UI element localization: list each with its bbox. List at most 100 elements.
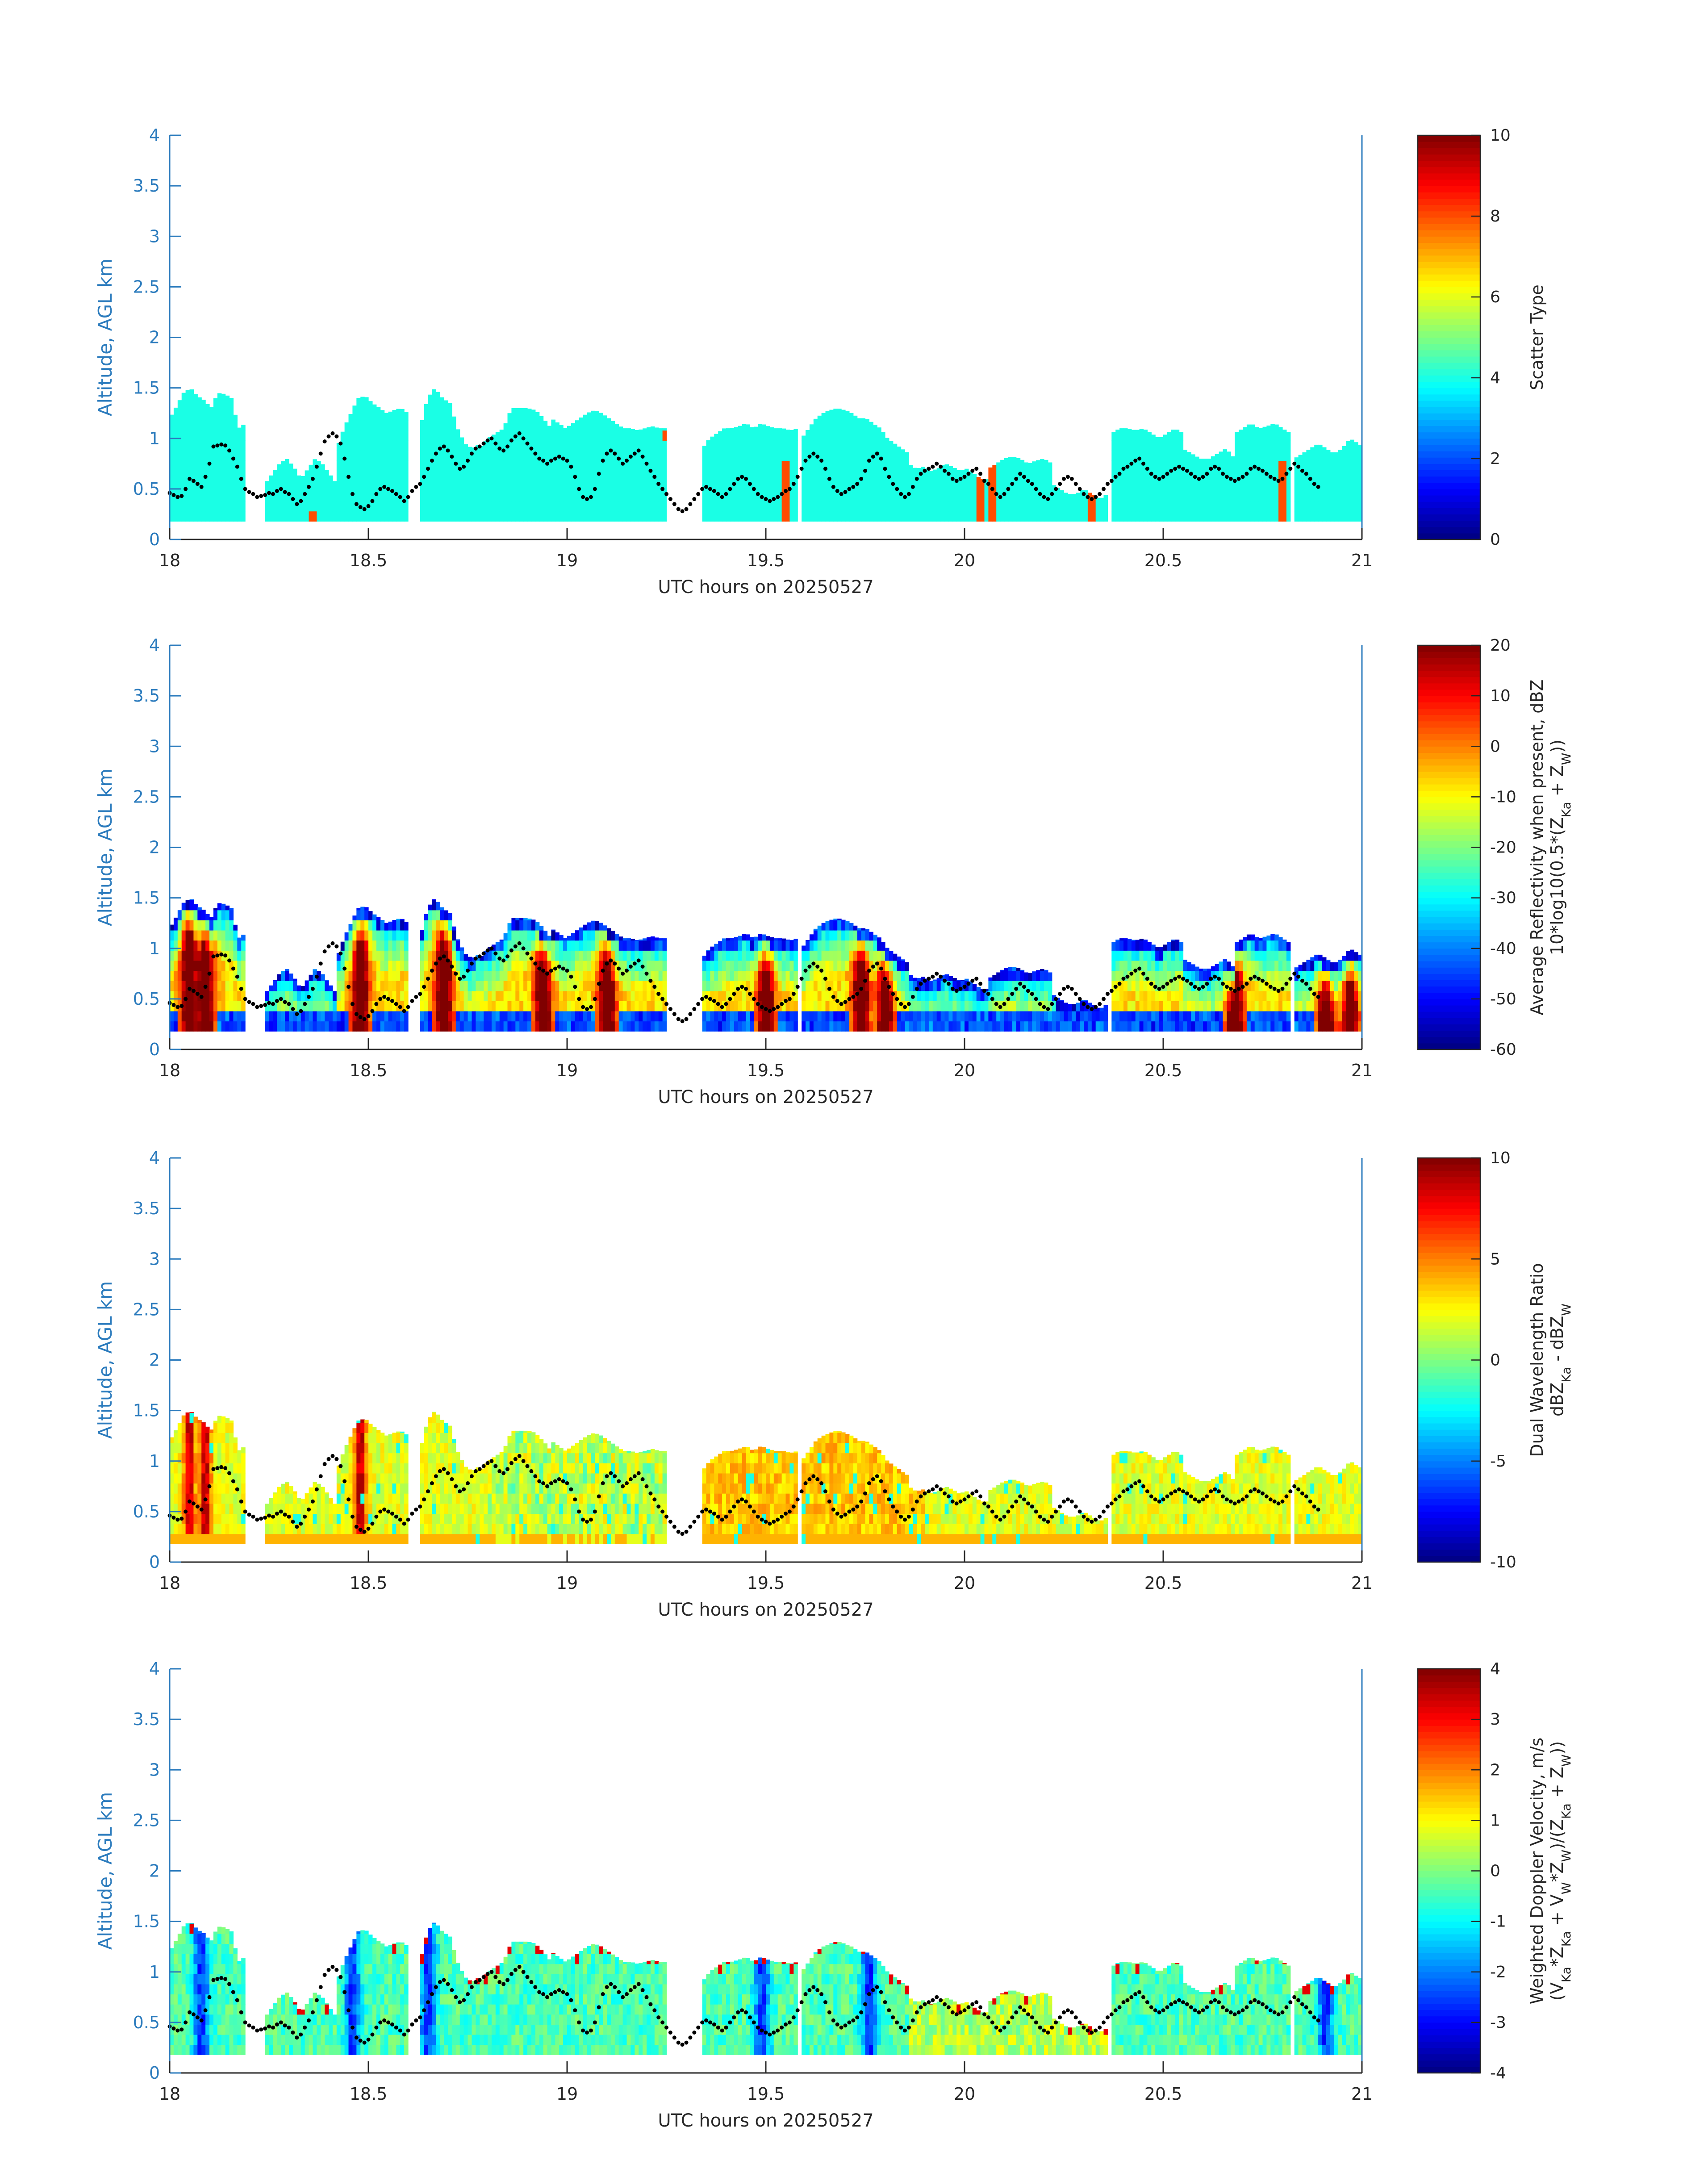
heatmap-cell <box>1020 1021 1025 1032</box>
heatmap-cell <box>484 481 488 491</box>
heatmap-cell <box>209 917 214 920</box>
heatmap-cell <box>321 471 325 481</box>
heatmap-cell <box>1191 491 1195 501</box>
heatmap-cell <box>420 420 425 431</box>
heatmap-cell <box>551 990 555 1001</box>
heatmap-cell <box>730 501 735 512</box>
heatmap-cell <box>901 959 906 961</box>
heatmap-cell <box>702 1011 707 1022</box>
heatmap-cell <box>241 981 246 991</box>
heatmap-cell <box>480 1021 484 1032</box>
heatmap-cell <box>440 1011 444 1022</box>
heatmap-cell <box>610 1001 615 1011</box>
heatmap-cell <box>952 1011 957 1022</box>
heatmap-cell <box>873 950 877 961</box>
heatmap-cell <box>352 440 357 451</box>
heatmap-cell <box>507 940 512 951</box>
heatmap-cell <box>881 990 885 1001</box>
heatmap-cell <box>841 940 846 951</box>
heatmap-cell <box>1310 460 1315 471</box>
heatmap-cell <box>237 460 242 471</box>
heatmap-cell <box>909 1021 913 1032</box>
heatmap-cell <box>610 450 615 461</box>
heatmap-cell <box>292 491 297 501</box>
heatmap-cell <box>1246 471 1251 481</box>
lcl-dot <box>625 459 629 463</box>
heatmap-cell <box>1143 1011 1148 1022</box>
heatmap-cell <box>1139 481 1144 491</box>
lcl-dot <box>978 472 983 476</box>
heatmap-cell <box>809 501 814 512</box>
heatmap-cell <box>881 481 885 491</box>
heatmap-cell <box>654 450 659 461</box>
lcl-dot <box>195 482 200 486</box>
heatmap-cell <box>992 511 997 522</box>
heatmap-cell <box>806 1021 810 1032</box>
heatmap-cell <box>913 468 917 471</box>
heatmap-cell <box>738 960 743 971</box>
heatmap-cell <box>1334 511 1339 522</box>
heatmap-cell <box>237 430 242 441</box>
heatmap-cell <box>388 420 393 431</box>
heatmap-cell <box>1298 491 1303 501</box>
colorbar-segment <box>1418 293 1480 300</box>
heatmap-cell <box>746 1011 750 1022</box>
heatmap-cell <box>587 471 591 481</box>
heatmap-cell <box>773 460 778 471</box>
heatmap-cell <box>766 481 770 491</box>
heatmap-cell <box>209 501 214 512</box>
heatmap-cell <box>428 950 432 961</box>
heatmap-cell <box>849 930 854 941</box>
heatmap-cell <box>555 460 560 471</box>
heatmap-cell <box>635 1001 639 1011</box>
heatmap-cell <box>491 1001 496 1011</box>
heatmap-cell <box>714 450 718 461</box>
heatmap-cell <box>647 481 651 491</box>
heatmap-cell <box>718 941 722 951</box>
heatmap-cell <box>1211 511 1215 522</box>
heatmap-cell <box>817 1001 822 1011</box>
lcl-dot <box>664 492 668 496</box>
heatmap-cell <box>1298 501 1303 512</box>
heatmap-cell <box>356 981 361 991</box>
heatmap-cell <box>567 970 572 981</box>
heatmap-cell <box>1084 1000 1088 1001</box>
heatmap-cell <box>201 420 206 431</box>
heatmap-cell <box>813 420 818 431</box>
heatmap-cell <box>237 427 242 431</box>
heatmap-cell <box>658 970 663 981</box>
heatmap-cell <box>1111 1021 1116 1032</box>
heatmap-cell <box>372 1021 377 1032</box>
lcl-dot <box>1300 468 1304 473</box>
heatmap-cell <box>563 1021 568 1032</box>
lcl-dot <box>1185 468 1189 473</box>
heatmap-cell <box>527 981 532 991</box>
heatmap-cell <box>925 1001 929 1011</box>
lcl-dot <box>279 487 283 491</box>
heatmap-cell <box>789 960 794 971</box>
heatmap-cell <box>802 501 806 512</box>
heatmap-cell <box>777 471 782 481</box>
heatmap-cell <box>579 960 584 971</box>
heatmap-cell <box>468 960 472 971</box>
heatmap-cell <box>217 940 222 951</box>
heatmap-cell <box>459 947 464 951</box>
heatmap-cell <box>1028 981 1032 991</box>
heatmap-cell <box>821 940 826 951</box>
heatmap-cell <box>595 420 599 431</box>
heatmap-cell <box>591 940 595 951</box>
y-tick-label: 0 <box>149 530 160 549</box>
heatmap-cell <box>825 940 830 951</box>
heatmap-cell <box>555 981 560 991</box>
heatmap-cell <box>217 910 222 920</box>
lcl-dot <box>1280 476 1285 481</box>
heatmap-cell <box>209 960 214 971</box>
heatmap-cell <box>777 440 782 451</box>
heatmap-cell <box>273 471 277 481</box>
heatmap-cell <box>742 501 747 512</box>
heatmap-cell <box>583 950 588 961</box>
heatmap-cell <box>527 990 532 1001</box>
heatmap-cell <box>404 1021 409 1032</box>
heatmap-cell <box>718 471 722 481</box>
heatmap-cell <box>181 1011 186 1022</box>
